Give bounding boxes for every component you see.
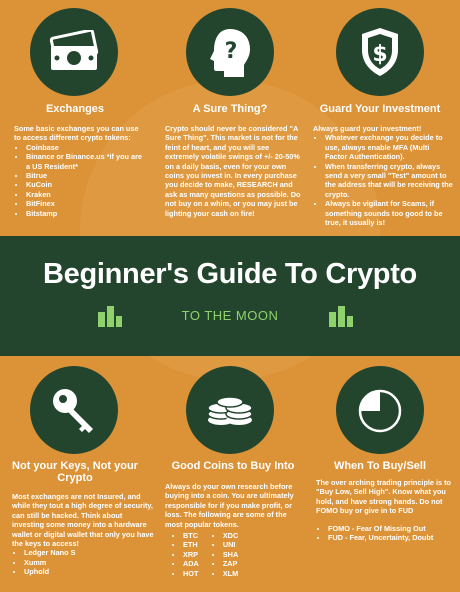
guard-list: Whatever exchange you decide to use, alw… [313, 133, 453, 227]
guard-intro: Always guard your investment! [313, 124, 422, 133]
exchanges-title: Exchanges [45, 103, 105, 115]
list-item: Bitstamp [26, 209, 146, 218]
list-item: Always be vigilant for Scams, if somethi… [325, 199, 453, 227]
list-item: UNI [223, 540, 238, 549]
list-item: FUD - Fear, Uncertainty, Doubt [328, 533, 454, 542]
exchanges-list: Coinbase Binance or Binance.us *if you a… [14, 143, 146, 218]
pie-chart-icon [358, 389, 402, 433]
token-list-2: XDC UNI SHA ZAP XLM [213, 531, 238, 578]
token-list-1: BTC ETH XRP ADA HOT [173, 531, 199, 578]
list-item: Kraken [26, 190, 146, 199]
svg-text:?: ? [225, 39, 238, 64]
sure-thing-body: Crypto should never be considered "A Sur… [165, 124, 301, 218]
keys-title-line2: Crypto [57, 472, 93, 484]
list-item: Binance or Binance.us *if you are a US R… [26, 152, 146, 171]
list-item: BTC [183, 531, 199, 540]
when-icon-circle [336, 366, 424, 454]
exchanges-icon-circle [30, 8, 118, 96]
coin-stack-icon [98, 306, 122, 327]
keys-icon-circle [30, 366, 118, 454]
keys-intro: Most exchanges are not Insured, and whil… [12, 492, 154, 549]
list-item: Coinbase [26, 143, 146, 152]
token-columns: BTC ETH XRP ADA HOT XDC UNI SHA ZAP XLM [165, 531, 305, 578]
list-item: SHA [223, 550, 238, 559]
when-list: FOMO - Fear Of Missing Out FUD - Fear, U… [316, 524, 454, 543]
dollar-shield-icon: $ [362, 28, 398, 76]
keys-title-line1: Not your Keys, Not your [12, 460, 138, 472]
list-item: Uphold [24, 567, 154, 576]
banner [0, 236, 460, 356]
list-item: Bitrue [26, 171, 146, 180]
list-item: BitFinex [26, 199, 146, 208]
good-coins-body: Always do your own research before buyin… [165, 482, 305, 578]
list-item: Ledger Nano S [24, 548, 154, 557]
key-icon [53, 389, 93, 433]
coin-stack-icon [207, 396, 253, 425]
list-item: XDC [223, 531, 238, 540]
money-icon [49, 30, 99, 70]
list-item: XRP [183, 550, 199, 559]
list-item: ZAP [223, 559, 238, 568]
keys-title: Not your Keys, Not your Crypto [10, 460, 140, 484]
when-body: The over arching trading principle is to… [316, 478, 454, 542]
exchanges-intro: Some basic exchanges you can use to acce… [14, 124, 139, 143]
sure-thing-icon-circle: ? [186, 8, 274, 96]
list-item: When transferring crypto, always send a … [325, 162, 453, 200]
list-item: Whatever exchange you decide to use, alw… [325, 133, 453, 161]
list-item: ADA [183, 559, 199, 568]
list-item: KuCoin [26, 180, 146, 189]
banner-subtitle: TO THE MOON [181, 308, 279, 323]
sure-thing-title: A Sure Thing? [192, 103, 268, 115]
good-coins-title: Good Coins to Buy Into [171, 460, 295, 472]
guard-body: Always guard your investment! Whatever e… [313, 124, 453, 227]
keys-list: Ledger Nano S Xumm Uphold [12, 548, 154, 576]
good-coins-icon-circle [186, 366, 274, 454]
guard-title: Guard Your Investment [319, 103, 441, 115]
when-title: When To Buy/Sell [333, 460, 427, 472]
banner-title: Beginner's Guide To Crypto [43, 258, 417, 290]
list-item: HOT [183, 569, 199, 578]
keys-body: Most exchanges are not Insured, and whil… [12, 492, 154, 577]
list-item: FOMO - Fear Of Missing Out [328, 524, 454, 533]
list-item: ETH [183, 540, 199, 549]
question-head-icon: ? [210, 29, 250, 77]
good-coins-intro: Always do your own research before buyin… [165, 482, 294, 529]
exchanges-body: Some basic exchanges you can use to acce… [14, 124, 146, 218]
list-item: Xumm [24, 558, 154, 567]
svg-text:$: $ [372, 42, 387, 67]
when-intro: The over arching trading principle is to… [316, 478, 452, 516]
coin-stack-icon [329, 306, 353, 327]
guard-icon-circle: $ [336, 8, 424, 96]
list-item: XLM [223, 569, 238, 578]
